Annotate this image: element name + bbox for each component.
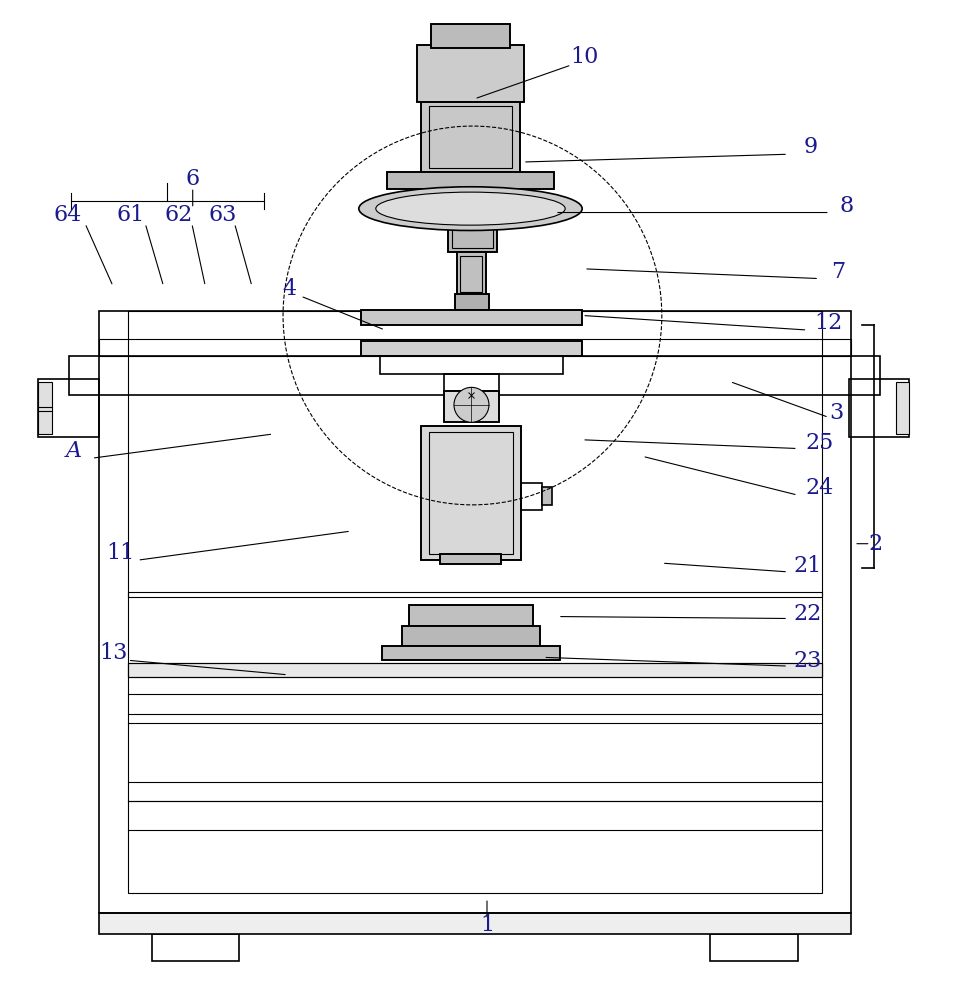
Bar <box>417 45 524 102</box>
Bar <box>360 341 582 356</box>
Bar <box>448 209 497 252</box>
Bar <box>387 172 554 189</box>
Bar <box>457 252 486 296</box>
Text: 24: 24 <box>805 477 834 499</box>
Bar <box>444 391 499 422</box>
Text: 2: 2 <box>869 533 882 555</box>
Bar <box>382 646 560 660</box>
Bar <box>38 379 98 437</box>
Bar <box>401 626 541 646</box>
Text: 4: 4 <box>282 278 297 300</box>
Bar <box>896 382 910 434</box>
Text: 6: 6 <box>186 168 200 190</box>
Bar <box>69 356 880 395</box>
Bar <box>38 382 52 434</box>
Text: 22: 22 <box>794 603 822 625</box>
Bar <box>387 172 554 189</box>
Bar <box>421 426 521 560</box>
Text: 63: 63 <box>208 204 237 226</box>
Bar <box>152 934 240 961</box>
Bar <box>440 554 501 564</box>
Bar <box>128 663 822 677</box>
Bar <box>455 294 489 310</box>
Bar <box>460 256 482 292</box>
Bar <box>421 426 521 560</box>
Bar <box>98 339 851 356</box>
Text: 13: 13 <box>99 642 128 664</box>
Bar <box>360 341 582 356</box>
Bar <box>128 311 822 597</box>
Text: 64: 64 <box>54 204 82 226</box>
Bar <box>452 213 493 248</box>
Text: 12: 12 <box>814 312 843 334</box>
Bar <box>360 310 582 325</box>
Text: 11: 11 <box>107 542 135 564</box>
Text: 62: 62 <box>165 204 193 226</box>
Bar <box>444 374 499 391</box>
Bar <box>128 663 822 677</box>
Text: 3: 3 <box>830 402 843 424</box>
Bar <box>98 913 851 934</box>
Bar <box>429 432 513 554</box>
Text: 10: 10 <box>570 46 598 68</box>
Bar <box>521 483 543 510</box>
Bar <box>431 24 510 48</box>
Text: 7: 7 <box>832 261 845 283</box>
Ellipse shape <box>358 187 582 230</box>
Bar <box>710 934 798 961</box>
Bar <box>849 379 910 437</box>
Bar <box>417 45 524 102</box>
Bar <box>431 24 510 48</box>
Bar <box>409 605 533 626</box>
Text: 1: 1 <box>480 914 494 936</box>
Bar <box>128 592 822 893</box>
Bar <box>382 646 560 660</box>
Text: 25: 25 <box>805 432 834 454</box>
Bar <box>409 605 533 626</box>
Bar <box>440 554 501 564</box>
Bar <box>98 311 851 913</box>
Text: 21: 21 <box>794 555 822 577</box>
Bar <box>360 310 582 325</box>
Text: 23: 23 <box>793 650 822 672</box>
Bar <box>401 626 541 646</box>
Text: 9: 9 <box>804 136 817 158</box>
Ellipse shape <box>376 192 565 225</box>
Circle shape <box>454 387 489 422</box>
Bar <box>448 209 497 252</box>
Bar <box>380 356 563 374</box>
Bar <box>444 391 499 422</box>
Text: A: A <box>66 440 82 462</box>
Text: 61: 61 <box>117 204 145 226</box>
Bar <box>543 487 552 505</box>
Bar <box>421 102 520 172</box>
Text: 8: 8 <box>840 195 853 217</box>
Bar <box>455 294 489 310</box>
Bar <box>457 252 486 296</box>
Bar <box>429 106 512 168</box>
Bar <box>421 102 520 172</box>
